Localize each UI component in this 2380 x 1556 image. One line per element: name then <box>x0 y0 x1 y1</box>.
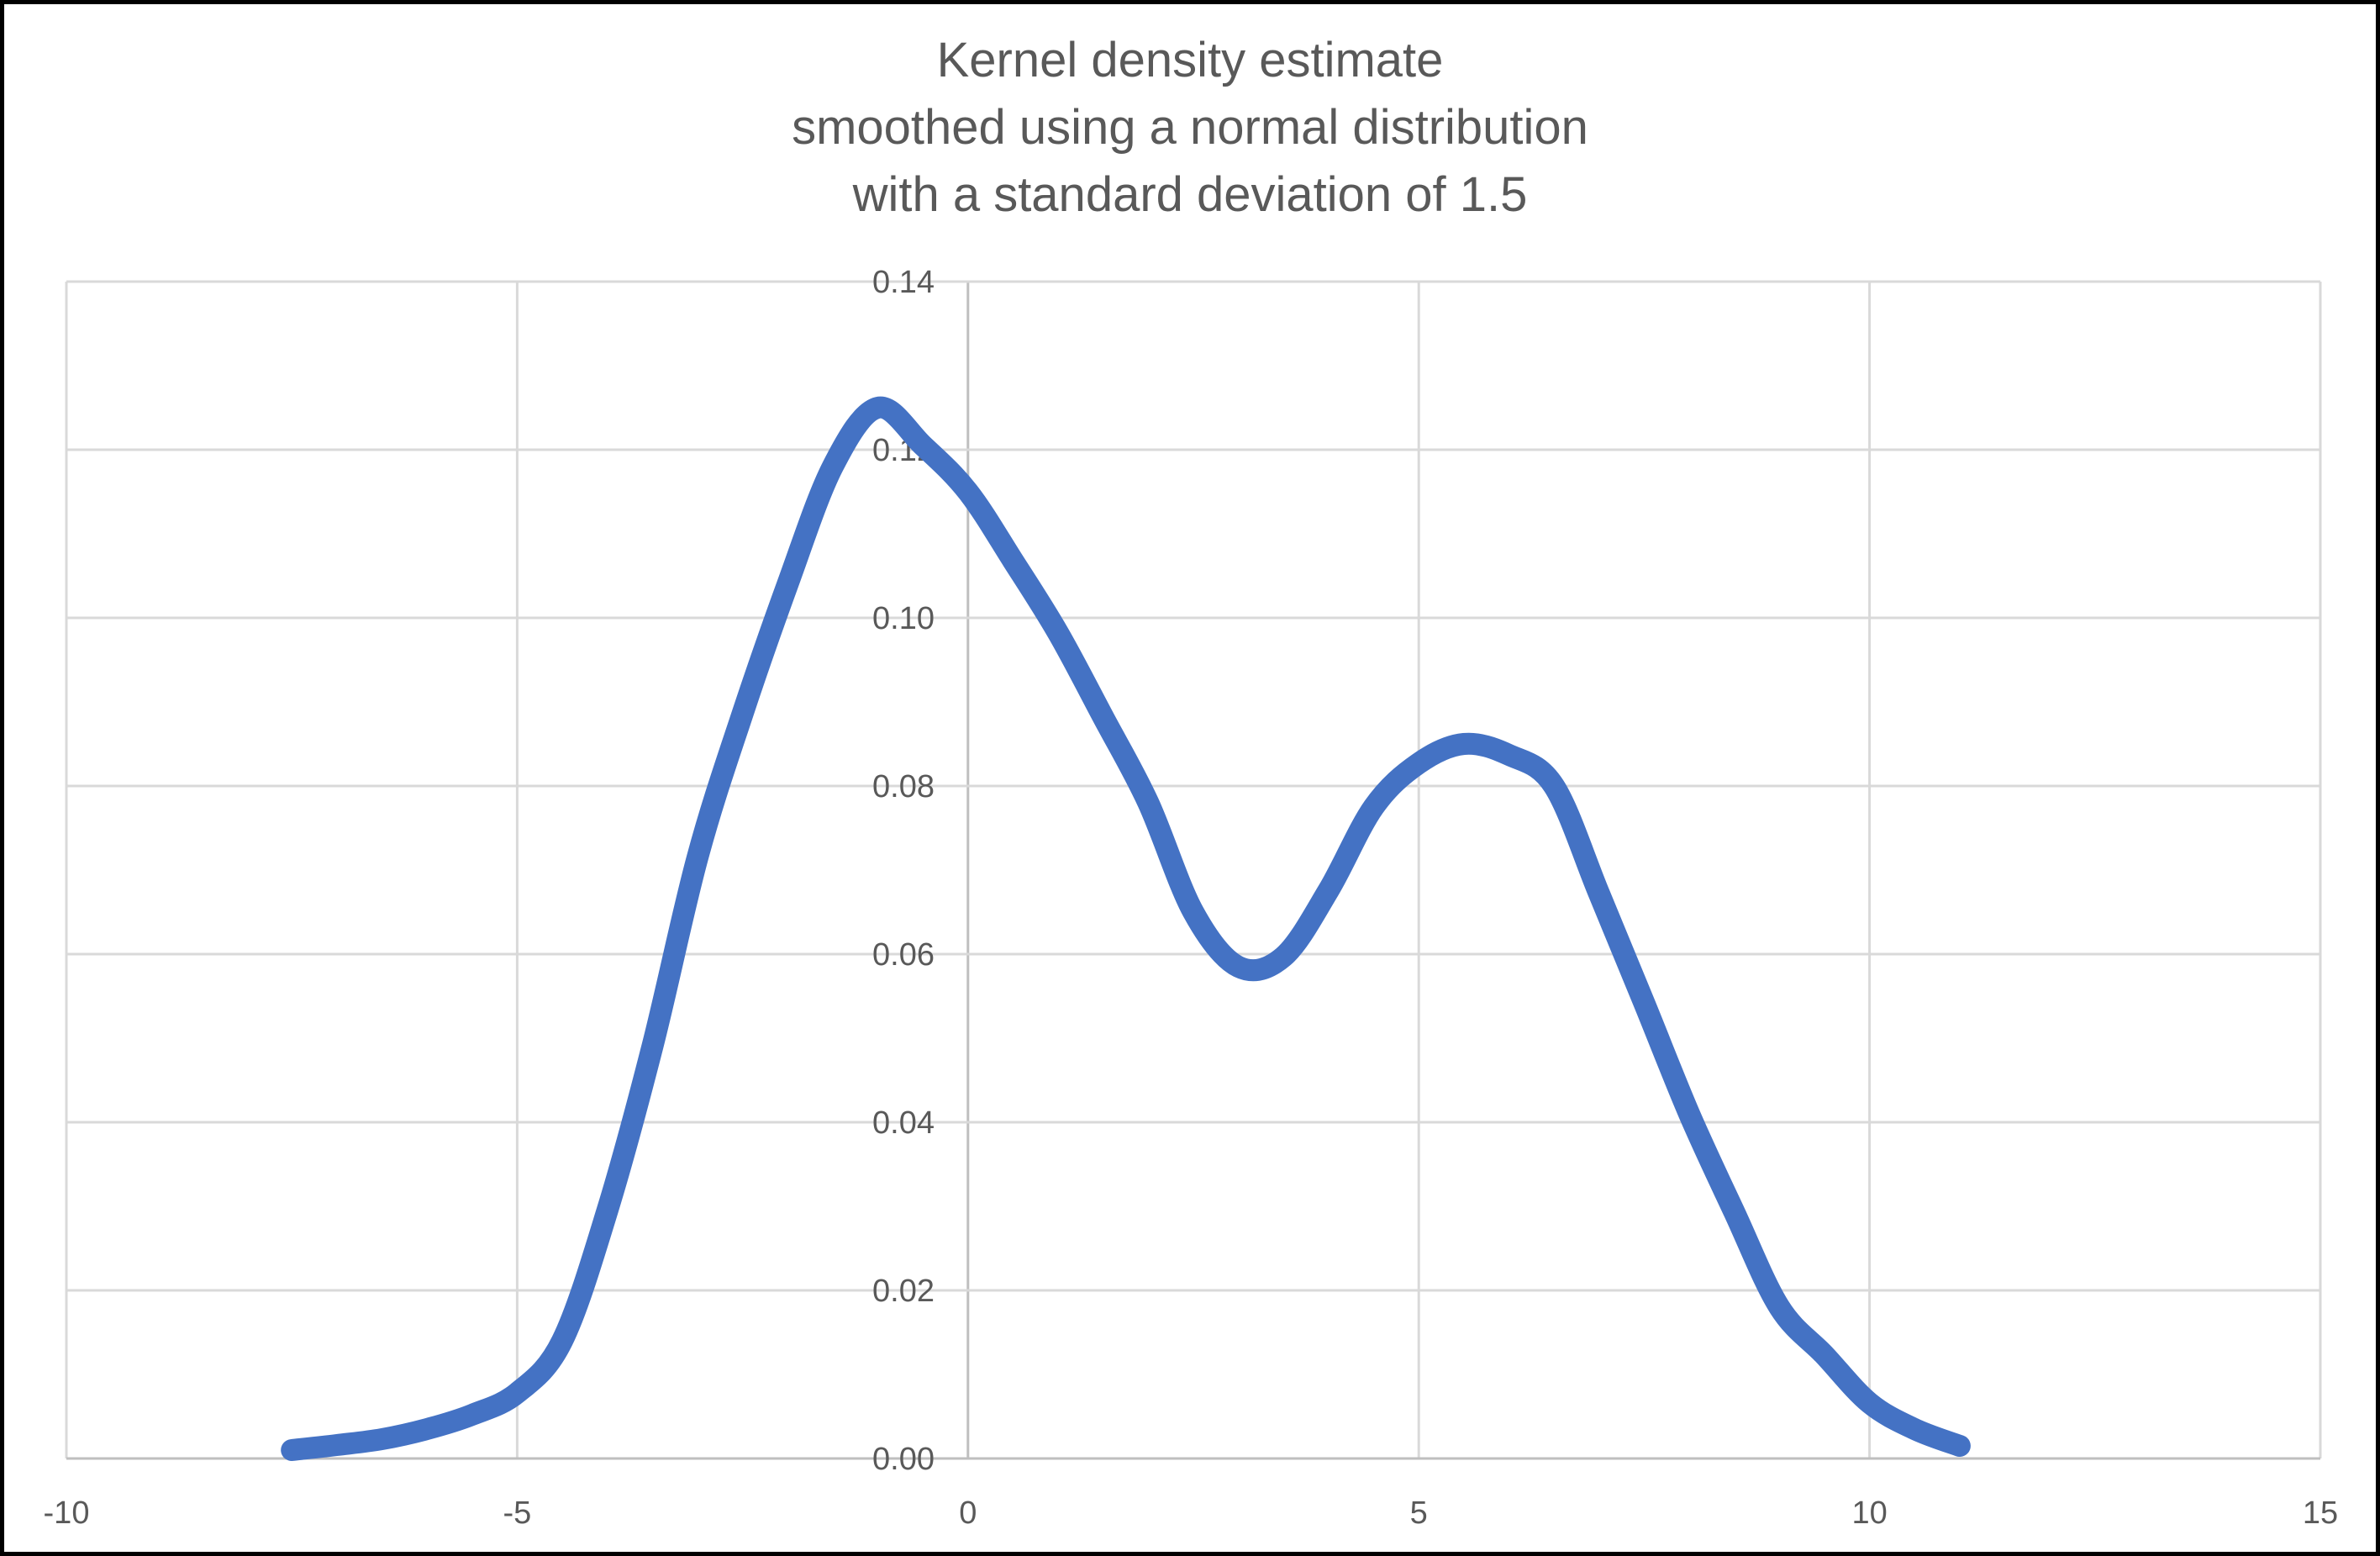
y-axis-tick-label: 0.04 <box>872 1105 935 1141</box>
kde-curve-series <box>281 396 1971 1461</box>
y-axis-tick-label: 0.02 <box>872 1274 935 1309</box>
x-axis-tick-label: -10 <box>44 1495 90 1531</box>
chart-title-line-1: Kernel density estimate <box>936 33 1444 87</box>
y-axis-tick-labels: 0.000.020.040.060.080.100.120.14 <box>872 265 935 1477</box>
y-axis-tick-label: 0.08 <box>872 769 935 804</box>
chart-title-line-2: smoothed using a normal distribution <box>792 100 1588 155</box>
horizontal-gridlines <box>66 280 2320 1460</box>
x-axis-tick-label: 10 <box>1851 1495 1887 1531</box>
x-axis-tick-label: 5 <box>1410 1495 1428 1531</box>
vertical-gridlines <box>65 282 2322 1458</box>
x-axis-tick-labels: -10 -5 0 5 10 15 <box>44 1495 2339 1531</box>
x-axis-tick-label: 15 <box>2303 1495 2338 1531</box>
y-axis-tick-label: 0.10 <box>872 601 935 636</box>
y-axis-tick-label: 0.14 <box>872 265 935 300</box>
x-axis-tick-label: -5 <box>503 1495 532 1531</box>
x-axis-tick-label: 0 <box>959 1495 977 1531</box>
chart-title: Kernel density estimate smoothed using a… <box>0 27 2380 229</box>
y-axis-tick-label: 0.06 <box>872 937 935 973</box>
y-axis-tick-label: 0.00 <box>872 1442 935 1477</box>
chart-title-line-3: with a standard deviation of 1.5 <box>852 167 1528 222</box>
